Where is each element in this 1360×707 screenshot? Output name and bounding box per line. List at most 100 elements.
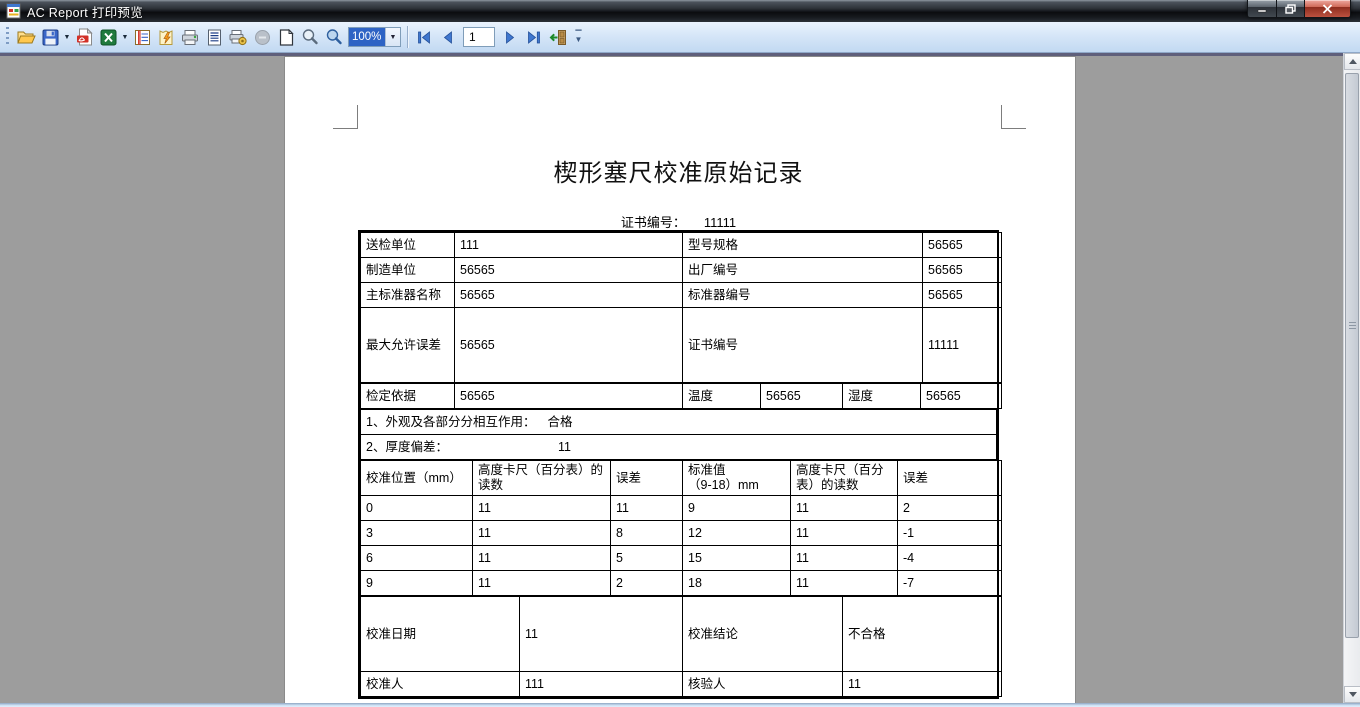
- export-excel-button[interactable]: [96, 25, 120, 49]
- design-view-button[interactable]: [154, 25, 178, 49]
- zoom-combo-arrow-icon[interactable]: ▼: [385, 28, 400, 46]
- note-label: 1、外观及各部分分相互作用：: [366, 414, 536, 429]
- note-value: 11: [557, 439, 571, 454]
- vertical-scrollbar[interactable]: [1343, 53, 1360, 703]
- footer-value: 不合格: [842, 596, 1002, 672]
- zoom-out-button[interactable]: [298, 25, 322, 49]
- overflow-bar-icon: ▔: [575, 30, 582, 39]
- report-title: 楔形塞尺校准原始记录: [553, 160, 804, 187]
- table-row: 0 11 11 9 11 2: [360, 495, 1002, 521]
- meas-cell: 12: [682, 520, 791, 546]
- toolbar-separator: [407, 26, 408, 48]
- app-icon: [6, 3, 21, 19]
- report-page: 楔形塞尺校准原始记录 证书编号： 11111 送检单位 111 型号规格 5656…: [285, 57, 1075, 703]
- table-row: 校准日期 11 校准结论 不合格: [360, 596, 1002, 672]
- info-value: 56565: [454, 282, 683, 308]
- certificate-number-label: 证书编号：: [620, 215, 686, 230]
- toolbar-grip[interactable]: [6, 27, 9, 47]
- export-pdf-button[interactable]: [72, 25, 96, 49]
- meas-cell: 0: [360, 495, 473, 521]
- minimize-button[interactable]: [1247, 0, 1277, 18]
- open-report-button[interactable]: [14, 25, 38, 49]
- minimize-icon: [1257, 9, 1267, 13]
- meas-cell: 9: [682, 495, 791, 521]
- save-floppy-icon: [42, 29, 58, 45]
- meas-cell: 2: [897, 495, 1002, 521]
- env-value: 56565: [454, 383, 683, 409]
- meas-cell: 5: [610, 545, 683, 571]
- scroll-down-icon: [1348, 692, 1357, 697]
- page-number-input[interactable]: [463, 27, 495, 47]
- next-page-icon: [506, 30, 515, 44]
- zoom-combo-value[interactable]: 100%: [349, 28, 385, 46]
- table-row: 送检单位 111 型号规格 56565: [360, 232, 1002, 258]
- meas-cell: 6: [360, 545, 473, 571]
- info-table: 送检单位 111 型号规格 56565 制造单位 56565 出厂编号 5656…: [360, 232, 1002, 383]
- info-label: 送检单位: [360, 232, 455, 258]
- restore-button[interactable]: [1277, 0, 1305, 18]
- measurement-header-row: 校准位置（mm） 高度卡尺（百分表）的读数 误差 标准值 （9-18）mm 高度…: [360, 460, 1002, 496]
- meas-cell: 11: [472, 545, 611, 571]
- info-label: 证书编号: [682, 307, 923, 383]
- table-row: 1、外观及各部分分相互作用： 合格: [360, 409, 997, 435]
- column-header: 校准位置（mm）: [360, 460, 473, 496]
- scroll-up-button[interactable]: [1344, 53, 1360, 70]
- meas-cell: 11: [790, 495, 898, 521]
- info-label: 标准器编号: [682, 282, 923, 308]
- close-icon: [1322, 3, 1333, 14]
- meas-cell: -1: [897, 520, 1002, 546]
- design-lightning-icon: [159, 29, 172, 45]
- save-button[interactable]: [38, 25, 62, 49]
- info-value: 56565: [454, 307, 683, 383]
- meas-cell: 2: [610, 570, 683, 596]
- table-row: 6 11 5 15 11 -4: [360, 545, 1002, 571]
- meas-cell: 8: [610, 520, 683, 546]
- toolbar-overflow-button[interactable]: ▔ ▼: [572, 24, 585, 50]
- report-tables: 送检单位 111 型号规格 56565 制造单位 56565 出厂编号 5656…: [358, 230, 1002, 699]
- scroll-down-button[interactable]: [1344, 686, 1360, 703]
- text-view-button[interactable]: [202, 25, 226, 49]
- meas-cell: 11: [790, 545, 898, 571]
- ledger-icon: [134, 29, 150, 45]
- zoom-combo[interactable]: 100% ▼: [348, 27, 401, 47]
- meas-cell: 15: [682, 545, 791, 571]
- info-value: 56565: [922, 232, 1002, 258]
- prev-page-button[interactable]: [436, 25, 460, 49]
- info-value: 56565: [454, 257, 683, 283]
- column-header: 标准值 （9-18）mm: [682, 460, 791, 496]
- print-setup-button[interactable]: [226, 25, 250, 49]
- first-page-icon: [418, 30, 430, 44]
- close-button[interactable]: [1305, 0, 1351, 18]
- restore-icon: [1285, 3, 1296, 14]
- env-label: 检定依据: [360, 383, 455, 409]
- footer-value: 11: [842, 671, 1002, 697]
- meas-cell: 11: [790, 570, 898, 596]
- print-button[interactable]: [178, 25, 202, 49]
- zoom-in-button[interactable]: [322, 25, 346, 49]
- page-setup-button[interactable]: [274, 25, 298, 49]
- excel-dropdown-arrow[interactable]: ▼: [121, 33, 129, 41]
- margin-corner-mark-left: [333, 105, 358, 129]
- print-preview-pane[interactable]: 楔形塞尺校准原始记录 证书编号： 11111 送检单位 111 型号规格 5656…: [0, 53, 1343, 703]
- data-view-button[interactable]: [130, 25, 154, 49]
- footer-label: 核验人: [682, 671, 843, 697]
- meas-cell: 18: [682, 570, 791, 596]
- last-page-button[interactable]: [522, 25, 546, 49]
- printer-icon: [182, 29, 198, 45]
- env-value: 56565: [760, 383, 843, 409]
- disabled-circle-icon: [254, 29, 270, 45]
- note-value: 合格: [547, 414, 573, 429]
- first-page-button[interactable]: [412, 25, 436, 49]
- column-header: 误差: [610, 460, 683, 496]
- footer-table: 校准日期 11 校准结论 不合格 校准人 111 核验人 11: [360, 596, 1002, 697]
- exit-preview-button[interactable]: [546, 25, 570, 49]
- save-dropdown-arrow[interactable]: ▼: [63, 33, 71, 41]
- meas-cell: 11: [610, 495, 683, 521]
- document-text-icon: [207, 29, 221, 45]
- meas-cell: 3: [360, 520, 473, 546]
- exit-door-icon: [549, 29, 566, 45]
- table-row: 最大允许误差 56565 证书编号 11111: [360, 307, 1002, 383]
- prev-page-icon: [443, 30, 452, 44]
- next-page-button[interactable]: [498, 25, 522, 49]
- scrollbar-thumb[interactable]: [1345, 73, 1359, 638]
